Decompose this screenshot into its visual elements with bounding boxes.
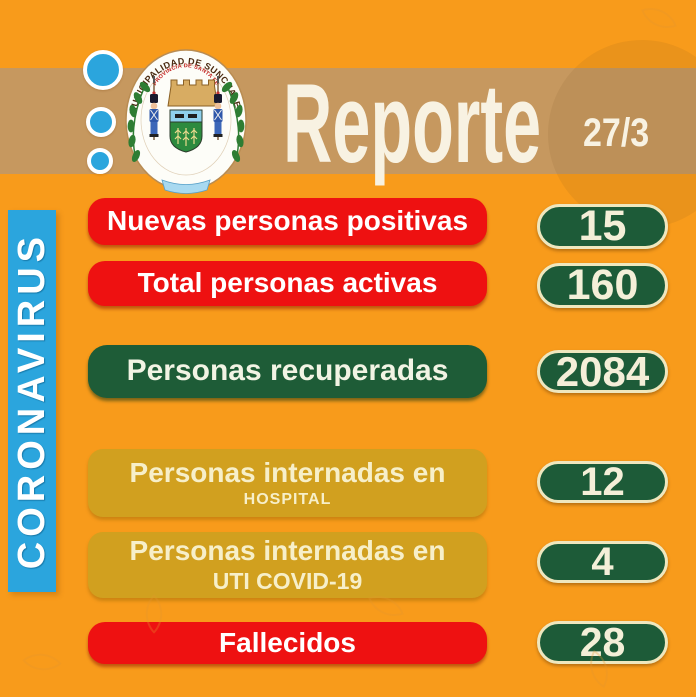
stat-label-text: Personas recuperadas (126, 354, 449, 388)
stat-value-text: 4 (591, 539, 614, 584)
stat-label-nuevas-positivas: Nuevas personas positivas (88, 198, 487, 245)
stat-value-recuperadas: 2084 (537, 347, 668, 395)
stat-value-text: 28 (579, 619, 626, 665)
stat-value-fallecidos: 28 (537, 619, 668, 665)
stat-label-text: Personas internadas en (129, 535, 446, 567)
page-title: Reporte (283, 61, 542, 186)
stat-value-text: 15 (578, 202, 627, 250)
stat-value-text: 160 (566, 261, 639, 309)
stat-value-text: 12 (580, 459, 625, 504)
blue-dot-icon (83, 50, 123, 90)
stat-label-text: Total personas activas (137, 267, 438, 299)
blue-dot-icon (86, 107, 116, 137)
stat-label-internadas-hospital: Personas internadas en HOSPITAL (88, 449, 487, 517)
crest-shield (169, 109, 203, 153)
stat-label-text: Personas internadas en (129, 456, 446, 488)
crest-soldiers (149, 76, 223, 140)
stat-label-text: Nuevas personas positivas (106, 205, 469, 237)
stat-sublabel-text: UTI COVID-19 (212, 568, 363, 595)
header-band (0, 68, 696, 174)
crest-castle (167, 79, 219, 107)
leaf-watermark-icon (22, 642, 62, 682)
leaf-watermark-icon (641, 0, 677, 36)
stat-label-recuperadas: Personas recuperadas (88, 345, 487, 398)
stat-label-total-activas: Total personas activas (88, 261, 487, 306)
laurel-wreath (127, 81, 245, 162)
municipal-crest-icon: MUNICIPALIDAD DE SUNCHALES PROVINCIA DE … (125, 49, 247, 194)
stat-value-internadas-hospital: 12 (537, 459, 668, 504)
report-date: 27/3 (583, 111, 650, 155)
watermark-circle (548, 40, 696, 228)
stat-value-total-activas: 160 (537, 261, 668, 309)
coronavirus-banner-label: CORONAVIRUS (10, 232, 53, 570)
stat-label-internadas-uti: Personas internadas en UTI COVID-19 (88, 532, 487, 598)
stat-sublabel-text: HOSPITAL (243, 490, 332, 508)
stat-label-text: Fallecidos (219, 626, 356, 658)
crest-ribbon (161, 179, 211, 194)
coronavirus-banner: CORONAVIRUS (8, 210, 56, 592)
stat-value-text: 2084 (555, 347, 650, 395)
blue-dot-icon (87, 148, 113, 174)
stat-value-internadas-uti: 4 (537, 539, 668, 584)
stat-value-nuevas-positivas: 15 (537, 202, 668, 250)
stat-label-fallecidos: Fallecidos (88, 622, 487, 664)
